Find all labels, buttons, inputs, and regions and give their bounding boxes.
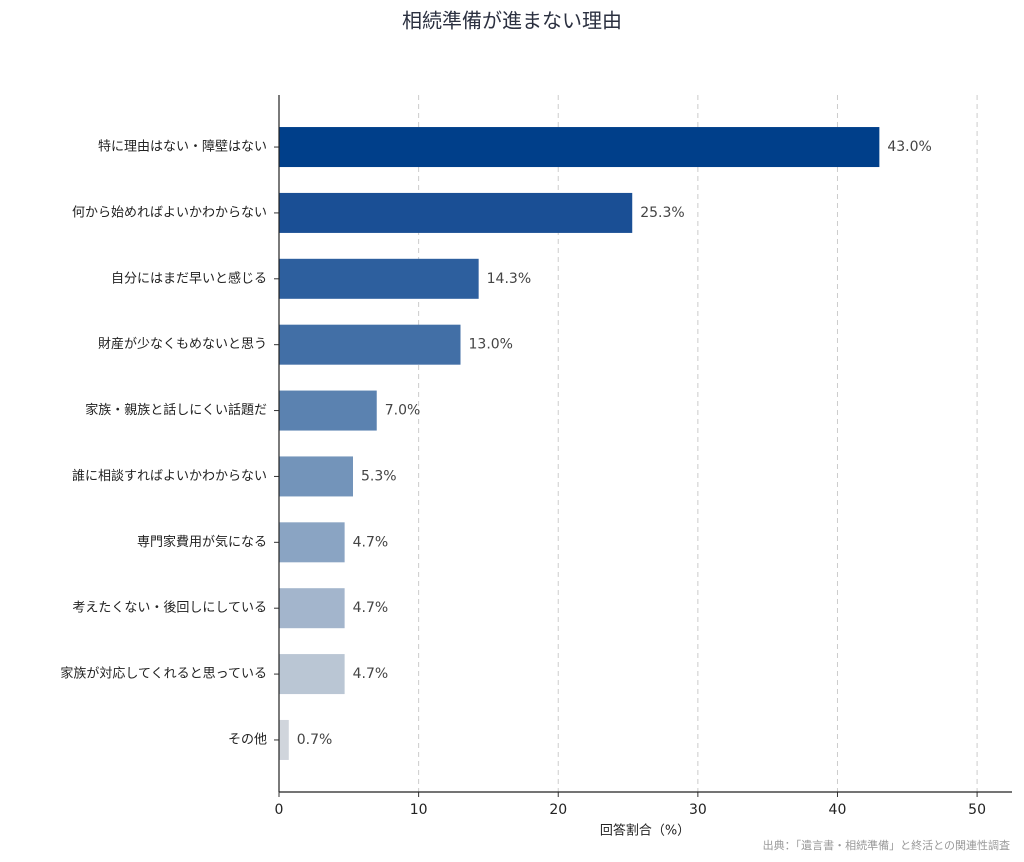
value-label: 25.3%: [640, 205, 684, 221]
y-tick-label: 特に理由はない・障壁はない: [98, 140, 267, 155]
value-label: 14.3%: [487, 271, 531, 287]
bar: [279, 127, 880, 168]
y-tick-label: 財産が少なくもめないと思う: [98, 336, 267, 352]
y-tick-label: 家族が対応してくれると思っている: [60, 666, 267, 682]
x-tick-label: 40: [829, 802, 847, 818]
bar: [279, 456, 353, 497]
value-label: 4.7%: [353, 600, 389, 616]
value-label: 4.7%: [353, 666, 389, 682]
y-tick-label: 家族・親族と話しにくい話題だ: [85, 402, 267, 418]
bar: [279, 192, 633, 233]
bar: [279, 390, 377, 431]
value-label: 5.3%: [361, 468, 397, 484]
bar: [279, 588, 345, 629]
x-tick-label: 0: [275, 802, 284, 818]
y-tick-label: 考えたくない・後回しにしている: [72, 601, 267, 616]
y-tick-label: 誰に相談すればよいかわからない: [72, 468, 267, 484]
bar: [279, 654, 345, 695]
value-label: 0.7%: [297, 732, 333, 748]
y-tick-label: 専門家費用が気になる: [137, 534, 267, 550]
bar: [279, 522, 345, 563]
x-tick-label: 30: [689, 802, 707, 818]
x-tick-label: 50: [968, 802, 986, 818]
value-label: 13.0%: [469, 337, 513, 353]
y-tick-label: 自分にはまだ早いと感じる: [111, 270, 267, 286]
source-note: 出典：「遺言書・相続準備」と終活との関連性調査: [763, 838, 1010, 852]
bar: [279, 258, 479, 299]
y-tick-label: 何から始めればよいかわからない: [72, 204, 267, 220]
y-tick-label: その他: [228, 732, 267, 747]
x-tick-label: 10: [410, 802, 428, 818]
chart-title: 相続準備が進まない理由: [402, 9, 622, 33]
value-label: 7.0%: [385, 403, 421, 419]
bar: [279, 324, 461, 365]
value-label: 43.0%: [887, 139, 931, 155]
value-label: 4.7%: [353, 534, 389, 550]
x-axis-label: 回答割合（%）: [600, 823, 690, 839]
bar: [279, 719, 289, 760]
x-tick-label: 20: [549, 802, 567, 818]
